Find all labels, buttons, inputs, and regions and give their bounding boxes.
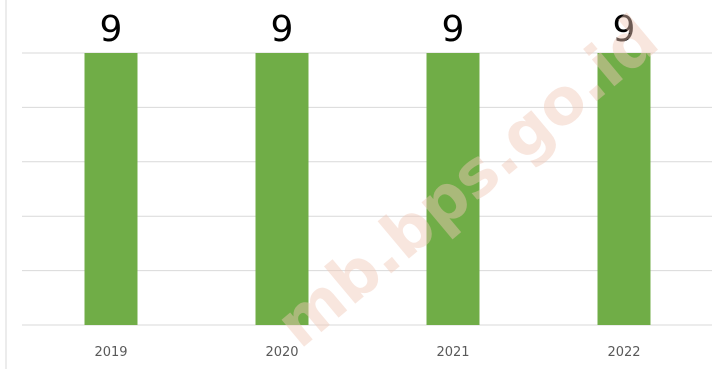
bar-2021 bbox=[426, 53, 480, 325]
x-tick-label-2020: 2020 bbox=[265, 345, 298, 360]
x-tick-label-2021: 2021 bbox=[436, 345, 469, 360]
data-label-2021: 9 bbox=[442, 9, 465, 50]
data-labels-group: 9 9 9 9 bbox=[100, 9, 636, 50]
x-tick-label-2022: 2022 bbox=[607, 345, 640, 360]
bar-2019 bbox=[84, 53, 138, 325]
data-label-2020: 9 bbox=[271, 9, 294, 50]
bars-group bbox=[84, 53, 651, 325]
data-label-2022: 9 bbox=[613, 9, 636, 50]
bar-2020 bbox=[255, 53, 309, 325]
bar-2022 bbox=[597, 53, 651, 325]
x-tick-label-2019: 2019 bbox=[94, 345, 127, 360]
x-axis-tick-labels: 2019 2020 2021 2022 bbox=[94, 345, 640, 360]
data-label-2019: 9 bbox=[100, 9, 123, 50]
